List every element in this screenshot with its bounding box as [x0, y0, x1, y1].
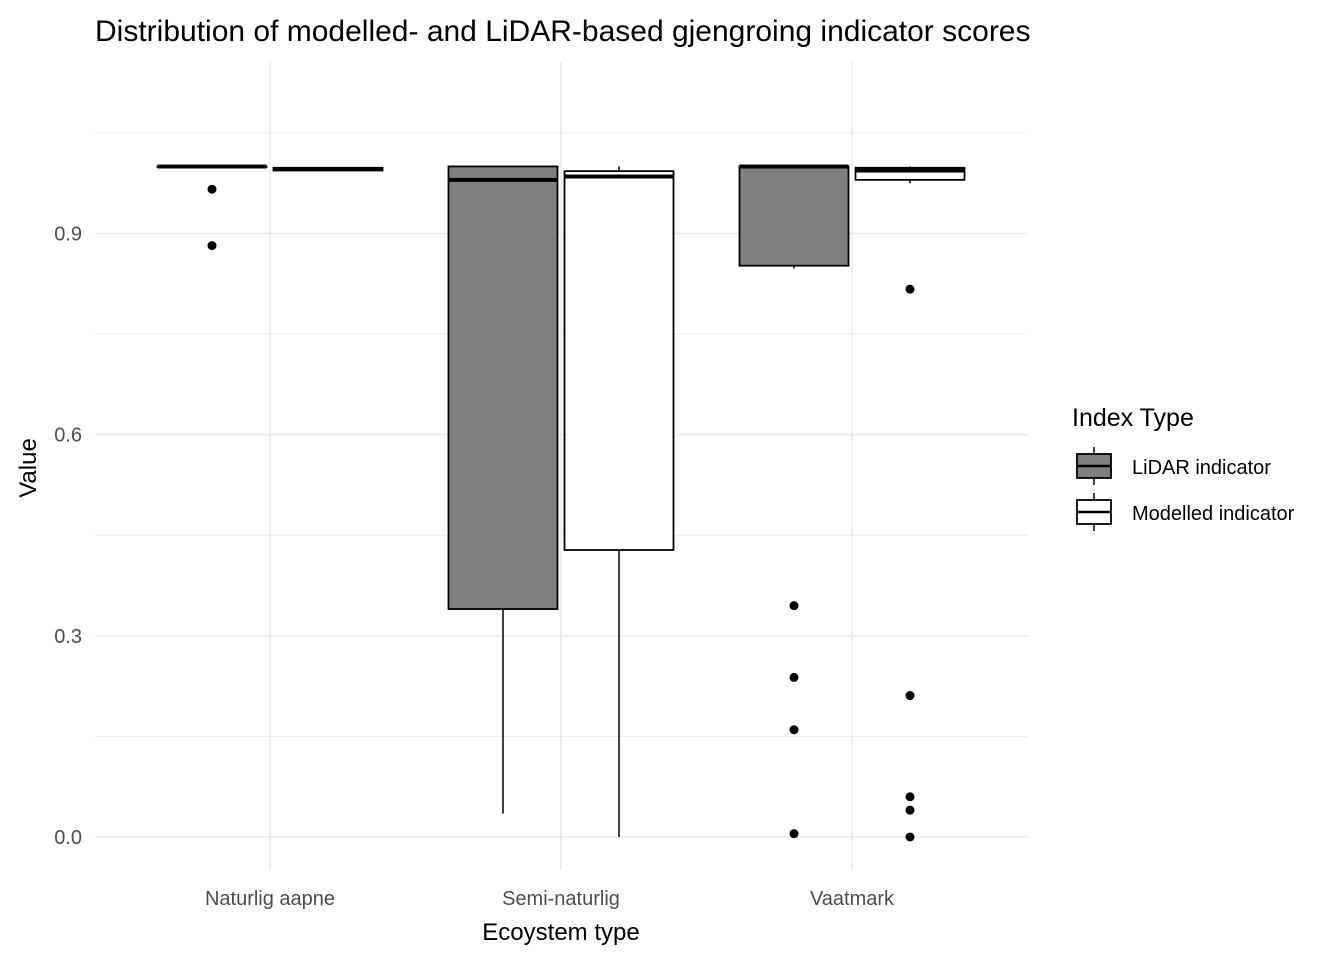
grid: [95, 62, 1028, 870]
boxplot-modelled-2: [854, 166, 966, 842]
y-tick-label: 0.3: [54, 626, 82, 648]
legend-item-modelled: Modelled indicator: [1076, 493, 1295, 531]
boxplot-modelled-1: [563, 166, 675, 837]
legend-label: LiDAR indicator: [1132, 457, 1271, 479]
legend-label: Modelled indicator: [1132, 503, 1295, 525]
x-axis-ticks: Naturlig aapne Semi-naturlig Vaatmark: [205, 888, 895, 910]
y-tick-label: 0.0: [54, 827, 82, 849]
outlier-point: [789, 725, 799, 735]
box: [447, 165, 559, 610]
legend: Index Type LiDAR indicator Modelled indic…: [1072, 404, 1295, 531]
outlier-point: [905, 691, 915, 701]
y-axis-title: Value: [15, 438, 42, 498]
chart-title: Distribution of modelled- and LiDAR-base…: [95, 15, 1031, 48]
outlier-point: [905, 284, 915, 294]
outlier-point: [207, 241, 217, 251]
legend-title: Index Type: [1072, 404, 1194, 432]
x-tick-label: Semi-naturlig: [502, 888, 620, 910]
x-tick-label: Naturlig aapne: [205, 888, 335, 910]
boxplots: [156, 164, 966, 842]
boxplot-lidar-2: [738, 164, 850, 839]
outlier-point: [905, 792, 915, 802]
x-tick-label: Vaatmark: [810, 888, 895, 910]
y-axis-ticks: 0.0 0.3 0.6 0.9: [54, 224, 82, 850]
y-tick-label: 0.6: [54, 425, 82, 447]
legend-item-lidar: LiDAR indicator: [1076, 447, 1271, 485]
box: [738, 165, 850, 267]
box: [563, 170, 675, 551]
outlier-point: [905, 805, 915, 815]
outlier-point: [789, 672, 799, 682]
outlier-point: [905, 832, 915, 842]
outlier-point: [789, 601, 799, 611]
outlier-point: [207, 184, 217, 194]
boxplot-modelled-0: [272, 166, 384, 172]
boxplot-lidar-0: [156, 164, 268, 251]
y-tick-label: 0.9: [54, 224, 82, 246]
outlier-point: [789, 829, 799, 839]
x-axis-title: Ecoystem type: [482, 919, 639, 946]
boxplot-lidar-1: [447, 165, 559, 814]
